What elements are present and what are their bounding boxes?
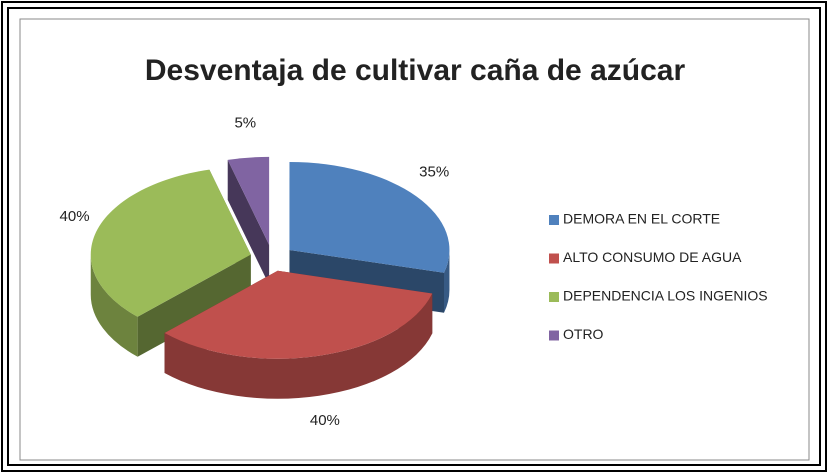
pie-slice: [164, 270, 433, 399]
data-label: 5%: [234, 114, 256, 131]
legend-swatch: [549, 330, 559, 341]
legend-swatch: [549, 292, 559, 302]
slice-wall: [90, 254, 138, 357]
legend-swatch: [549, 215, 559, 225]
pie-slice: [227, 156, 270, 285]
legend-label: OTRO: [563, 326, 604, 342]
slice-top: [227, 156, 270, 245]
chart-title: Desventaja de cultivar caña de azúcar: [145, 54, 686, 87]
slice-top: [289, 161, 450, 273]
legend-label: ALTO CONSUMO DE AGUA: [563, 249, 742, 265]
inner-frame: [7, 7, 821, 466]
slice-top: [164, 270, 433, 359]
data-label: 40%: [60, 208, 90, 225]
legend-label: DEPENDENCIA LOS INGENIOS: [563, 288, 768, 304]
slice-wall: [164, 293, 433, 399]
data-label: 35%: [419, 163, 449, 180]
data-label: 40%: [310, 412, 340, 429]
legend-swatch: [549, 253, 559, 264]
slice-side: [227, 159, 270, 285]
slice-wall: [444, 249, 450, 313]
legend-label: DEMORA EN EL CORTE: [563, 211, 720, 227]
slice-side: [137, 254, 251, 357]
slice-top: [90, 169, 251, 317]
pie-slice: [90, 169, 251, 357]
